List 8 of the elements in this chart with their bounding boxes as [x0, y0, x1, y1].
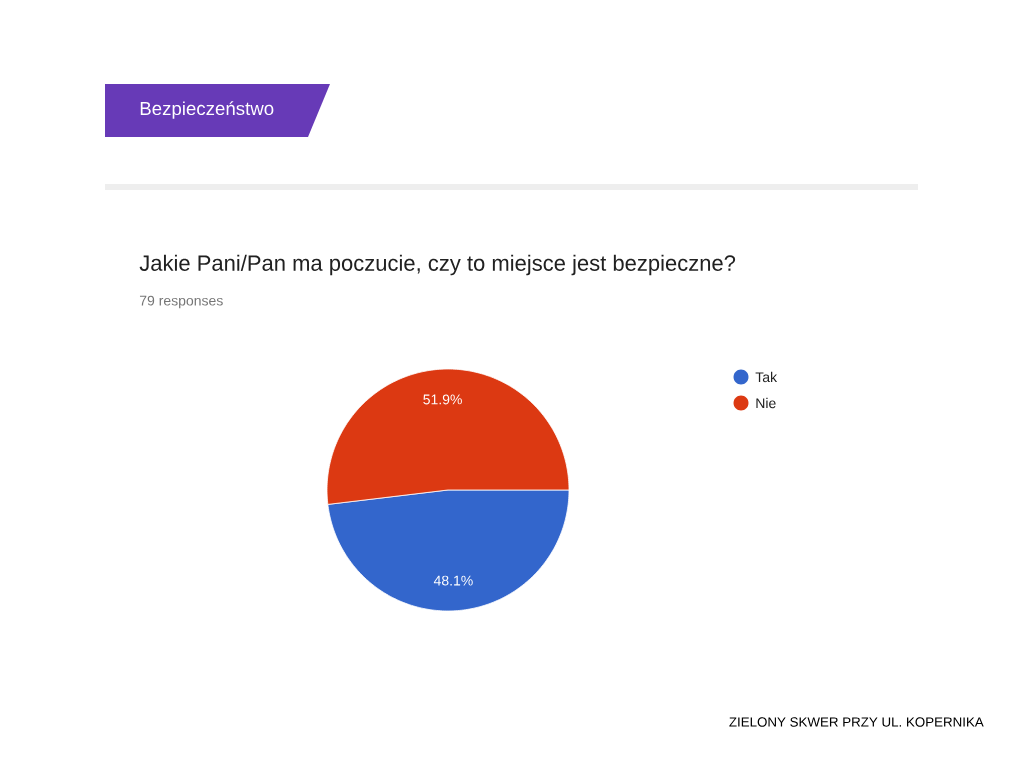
legend-label: Nie [756, 397, 776, 409]
data-label: 51.9% [423, 394, 462, 405]
legend-label: Tak [755, 371, 778, 383]
text: 79 responses [139, 295, 223, 309]
text: Bezpieczeństwo [140, 101, 274, 119]
chart-title: Jakie Pani/Pan ma poczucie, czy to miejsce jest bezpieczne? [139, 254, 736, 276]
data-label: 48.1% [433, 575, 473, 586]
text: ZIELONY SKWER PRZY UL. KOPERNIKA [729, 717, 984, 727]
